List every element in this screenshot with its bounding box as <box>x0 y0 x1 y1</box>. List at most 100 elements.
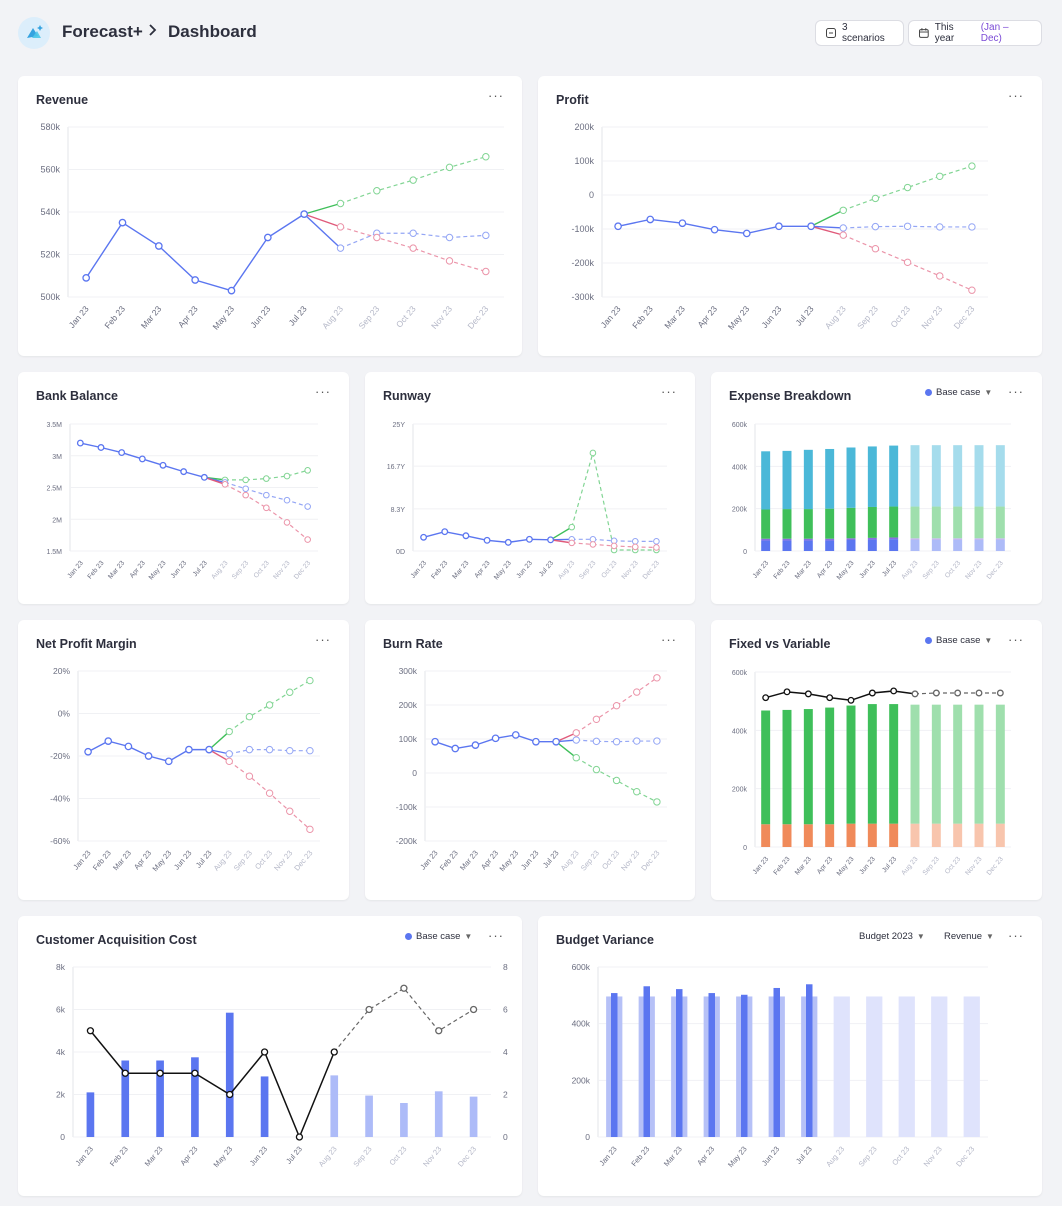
total-point <box>762 694 770 702</box>
bar-segment <box>995 704 1005 824</box>
scenario-dropdown[interactable]: Base case ▼ <box>925 387 992 398</box>
x-tick-label: May 23 <box>148 560 168 582</box>
more-menu-icon[interactable]: ··· <box>315 384 331 399</box>
y-tick-label: 100k <box>399 734 418 744</box>
scenarios-button[interactable]: 3 scenarios <box>815 20 904 46</box>
chevron-right-icon <box>148 22 158 42</box>
forecast-point <box>225 757 233 766</box>
budget-variance-card: Budget Variance Budget 2023 ▼ Revenue ▼ ··… <box>538 916 1042 1196</box>
x-tick-label: Nov 23 <box>272 849 294 873</box>
more-menu-icon[interactable]: ··· <box>661 384 677 399</box>
bar-segment <box>846 823 856 847</box>
x-tick-label: Dec 23 <box>986 560 1005 581</box>
total-point <box>996 689 1004 697</box>
more-menu-icon[interactable]: ··· <box>488 88 504 103</box>
ratio-line <box>89 1030 335 1139</box>
profit-chart: -300k -200k -100k 0 100k 200k Jan 23 Feb 23 Mar … <box>571 122 988 332</box>
caret-down-icon: ▼ <box>984 636 993 645</box>
more-menu-icon[interactable]: ··· <box>1008 928 1024 943</box>
budget-dropdown[interactable]: Budget 2023 ▼ <box>859 931 925 942</box>
more-menu-icon[interactable]: ··· <box>488 928 504 943</box>
scenario-dropdown[interactable]: Base case ▼ <box>405 931 472 942</box>
more-menu-icon[interactable]: ··· <box>1008 384 1024 399</box>
forecast-point <box>306 746 314 755</box>
more-menu-icon[interactable]: ··· <box>1008 88 1024 103</box>
y-tick-label: 400k <box>732 728 748 735</box>
x-tick-label: Jun 23 <box>760 1145 781 1168</box>
forecast-series-line <box>571 452 657 551</box>
caret-down-icon: ▼ <box>984 388 993 397</box>
forecast-series-line <box>843 234 973 291</box>
cac-bar <box>260 1076 269 1137</box>
forecast-point <box>589 541 597 548</box>
forecast-point <box>245 712 254 721</box>
y-tick-label: -60% <box>50 836 70 846</box>
x-tick-label: Aug 23 <box>210 560 229 581</box>
runway-card: Runway ··· 0D 8.3Y 16.7Y 25Y Jan 23 Feb 23 Mar… <box>365 372 695 604</box>
x-tick-label: Feb 23 <box>91 849 113 873</box>
ratio-point <box>295 1133 304 1141</box>
total-point <box>783 688 791 696</box>
x-tick-label: Apr 23 <box>129 560 147 580</box>
y-tick-label: 200k <box>732 507 748 514</box>
x-tick-label: Dec 23 <box>954 1145 976 1169</box>
bar-segment <box>889 445 899 507</box>
y-tick-label: 0 <box>585 1132 590 1142</box>
forecast-point <box>286 746 294 755</box>
budget-bar <box>866 996 883 1137</box>
cac-bar <box>156 1060 164 1137</box>
cac-bar <box>400 1103 408 1137</box>
bar-segment <box>825 508 835 539</box>
y-tick-label: 0 <box>60 1132 65 1142</box>
bar-segment <box>803 824 813 847</box>
x-tick-label: Mar 23 <box>139 304 164 331</box>
x-tick-label: Dec 23 <box>292 849 314 873</box>
period-button[interactable]: This year (Jan – Dec) <box>908 20 1042 46</box>
scenario-dropdown[interactable]: Base case ▼ <box>925 635 992 646</box>
breadcrumb-app[interactable]: Forecast+ <box>62 22 143 41</box>
bar-segment <box>931 823 941 847</box>
period-label: This year <box>934 22 955 44</box>
actual-bar <box>806 984 813 1137</box>
forecast-point <box>936 223 944 231</box>
x-tick-label: Feb 23 <box>430 560 449 581</box>
x-tick-label: Sep 23 <box>855 304 880 331</box>
ratio-point <box>226 1090 234 1099</box>
bar-segment <box>910 539 920 551</box>
metric-dropdown[interactable]: Revenue ▼ <box>944 931 994 942</box>
series-line-segment <box>303 213 341 249</box>
bar-segment <box>953 538 963 540</box>
x-tick-label: Mar 23 <box>662 304 687 331</box>
y-tick-label: 8k <box>56 962 66 972</box>
top-bar: Forecast+ Dashboard 3 scenarios This yea… <box>0 0 1062 66</box>
bar-segment <box>867 704 877 824</box>
x-tick-label: Dec 23 <box>986 856 1005 877</box>
metric-label: Revenue <box>944 931 983 942</box>
x-tick-label: Aug 23 <box>824 1145 846 1169</box>
expense-breakdown-card: Expense Breakdown Base case ▼ ··· 0 200k 40… <box>711 372 1042 604</box>
app-logo-icon[interactable] <box>18 17 50 49</box>
x-tick-label: Nov 23 <box>272 560 291 581</box>
forecast-point <box>903 258 912 267</box>
bar-segment <box>782 509 792 539</box>
forecast-point <box>839 224 847 232</box>
x-tick-label: Apr 23 <box>695 1145 716 1168</box>
customer-acquisition-cost-chart: 0 2k 4k 6k 8k Jan 23 Feb 23 Mar 23 Apr 23 May 23 J… <box>56 962 508 1169</box>
bar-segment <box>761 710 771 825</box>
bar-segment <box>974 506 984 539</box>
x-tick-label: Sep 23 <box>857 1145 879 1169</box>
more-menu-icon[interactable]: ··· <box>661 632 677 647</box>
ratio-point <box>330 1048 338 1056</box>
y-tick-label: 0 <box>743 845 747 852</box>
forecast-point <box>265 789 274 797</box>
more-menu-icon[interactable]: ··· <box>1008 632 1024 647</box>
y-tick-label: 200k <box>399 700 418 710</box>
bar-segment <box>761 509 771 539</box>
card-title: Profit <box>556 93 589 107</box>
x-tick-label: Nov 23 <box>964 856 983 877</box>
x-tick-label: Jan 23 <box>410 560 429 580</box>
y2-tick-label: 6 <box>503 1005 508 1015</box>
more-menu-icon[interactable]: ··· <box>315 632 331 647</box>
y-tick-label: 0 <box>589 190 594 200</box>
forecast-point <box>936 172 944 181</box>
